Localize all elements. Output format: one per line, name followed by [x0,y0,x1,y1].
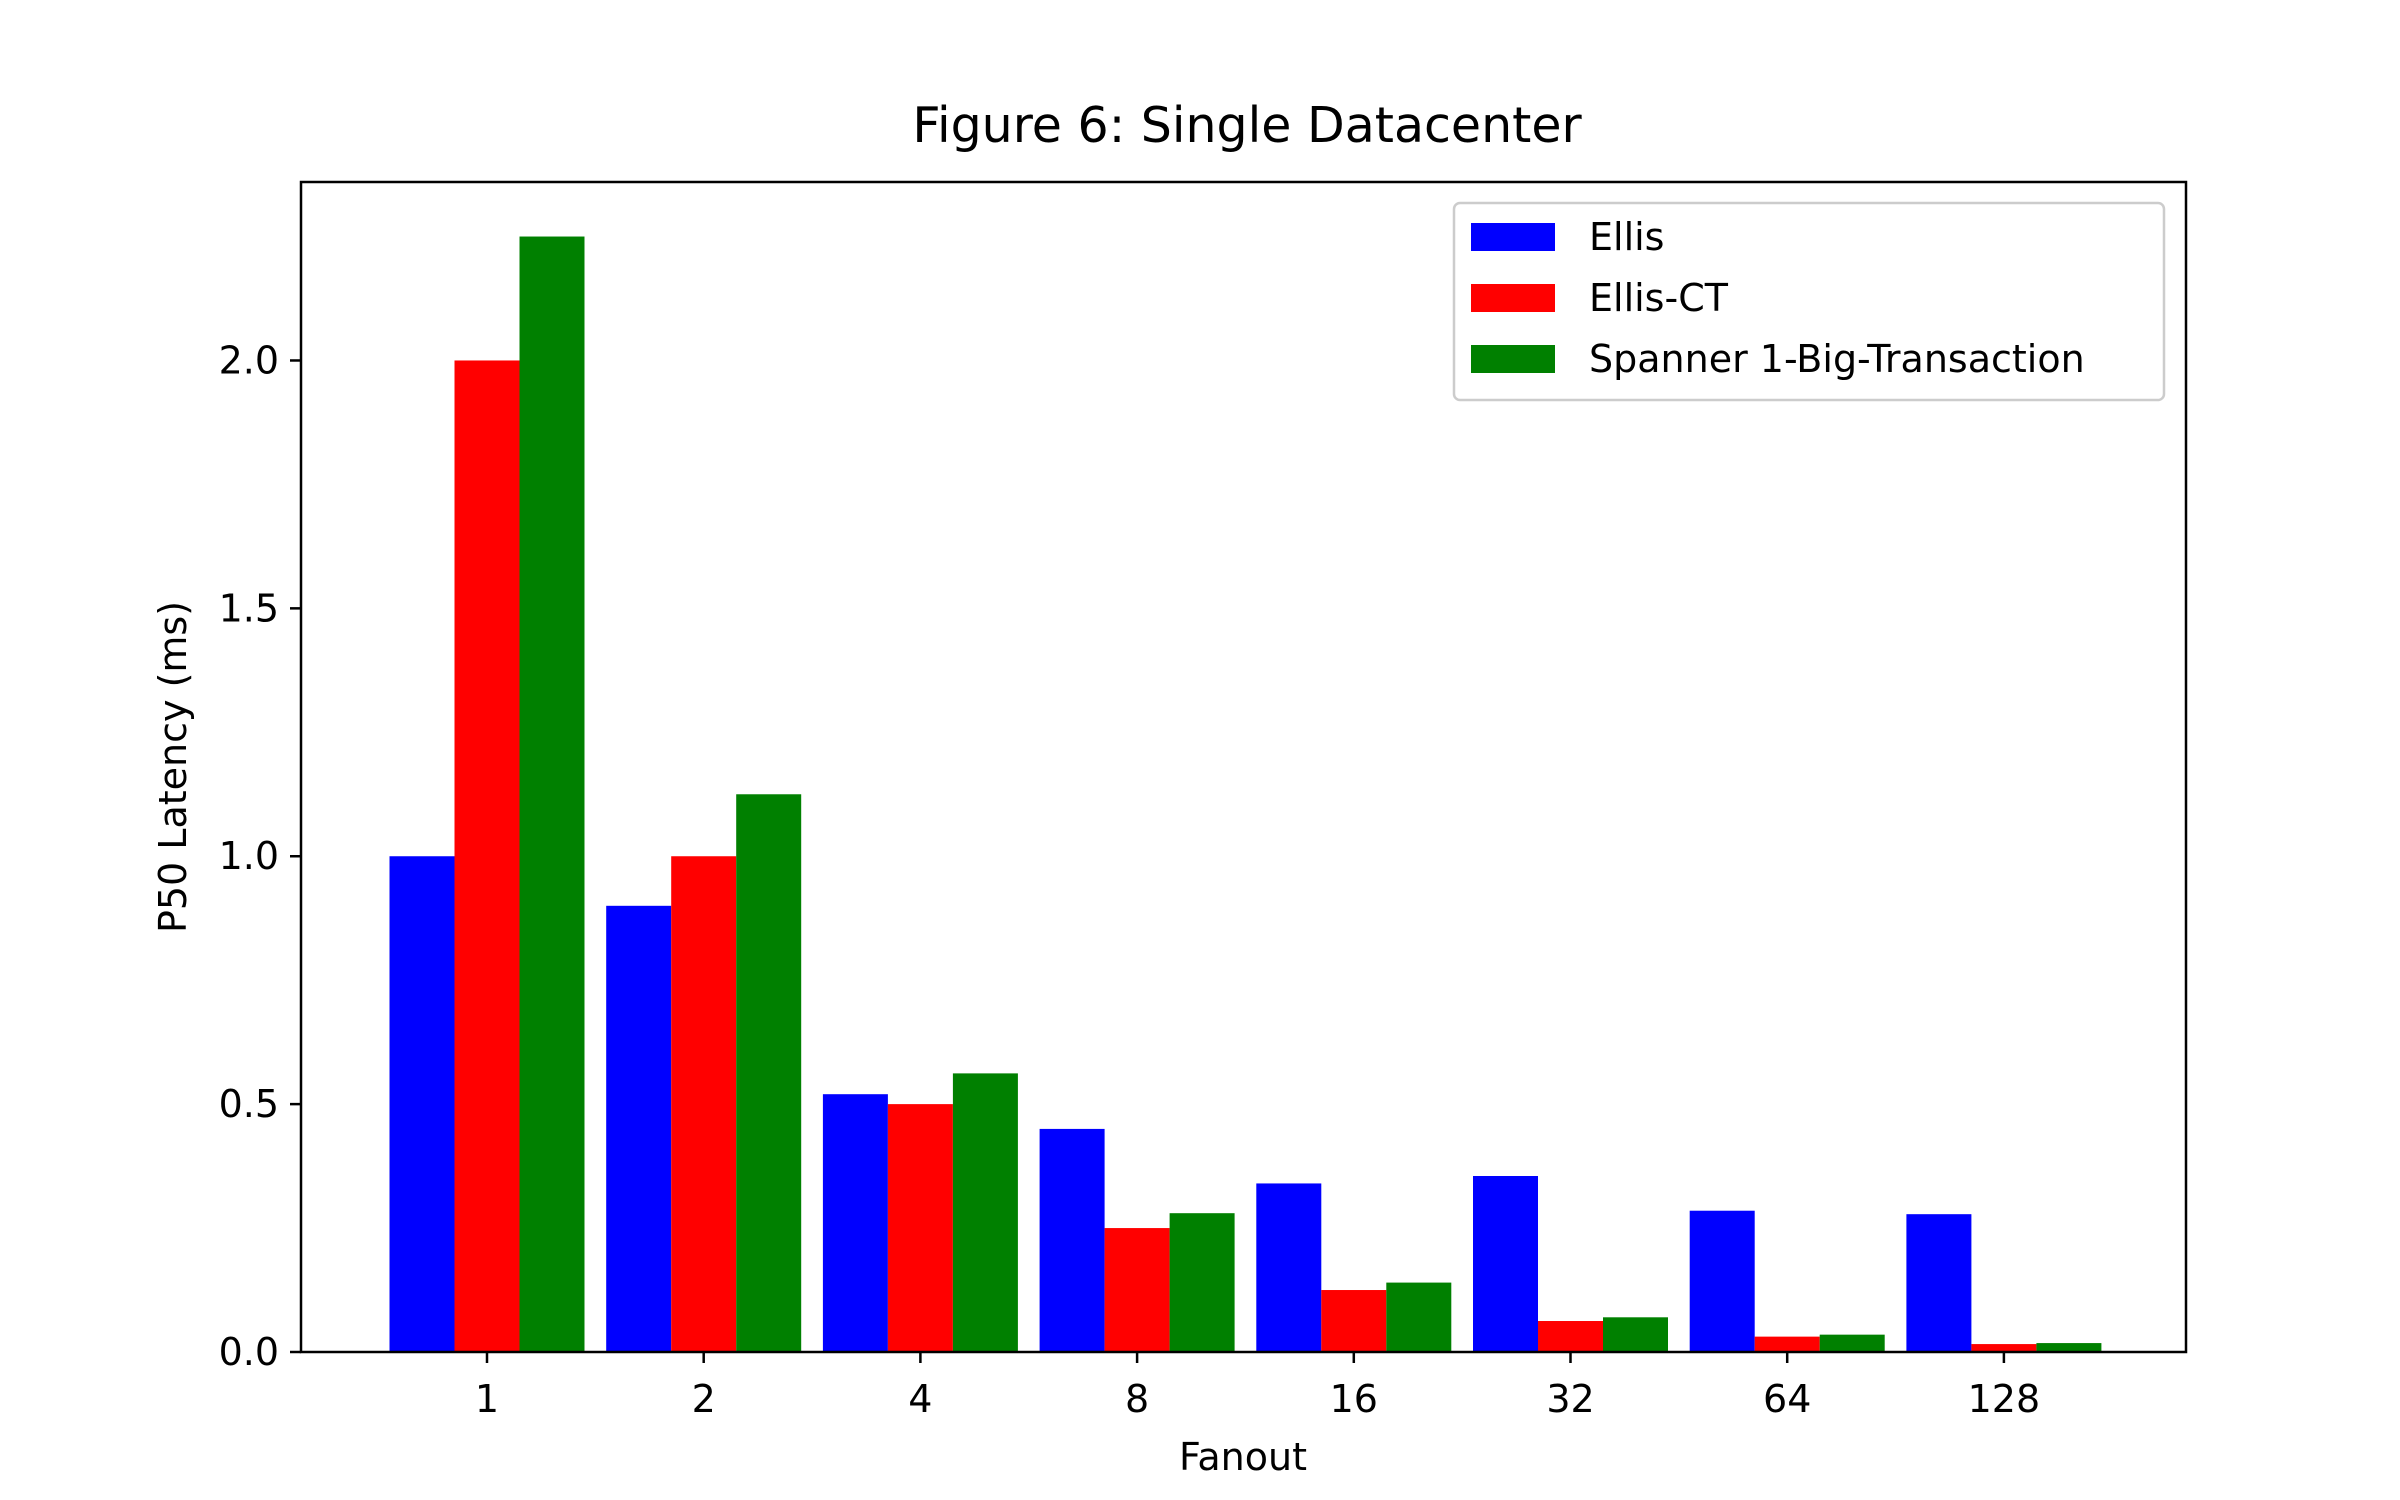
bar-ellis-ct-8 [1104,1228,1170,1352]
bar-ellis-ct-4 [887,1104,953,1352]
bar-spanner-1-big-transaction-16 [1386,1282,1452,1352]
bar-ellis-1 [389,856,455,1352]
bar-spanner-1-big-transaction-1 [519,236,585,1352]
legend: Ellis Ellis-CT Spanner 1-Big-Transaction [1452,201,2166,402]
plot-area-frame [299,180,2188,1354]
legend-label-ellis: Ellis [1589,215,1664,259]
bar-ellis-128 [1906,1214,1972,1352]
y-tick-label: 1.5 [219,586,279,630]
y-tick-label: 0.5 [219,1082,279,1126]
bar-ellis-4 [822,1094,888,1352]
bar-ellis-ct-2 [671,856,737,1352]
legend-swatch-ellis-ct [1471,284,1555,312]
bars-layer [389,236,2102,1353]
bar-spanner-1-big-transaction-8 [1169,1213,1235,1352]
chart-title: Figure 6: Single Datacenter [912,97,1582,154]
y-axis: 0.0 0.5 1.0 1.5 2.0 [219,338,301,1374]
bar-spanner-1-big-transaction-128 [2036,1343,2102,1352]
bar-ellis-ct-64 [1754,1336,1820,1352]
bar-ellis-64 [1689,1210,1755,1352]
legend-label-spanner-1-big-transaction: Spanner 1-Big-Transaction [1589,337,2085,381]
y-tick-label: 2.0 [219,338,279,382]
legend-entries: Ellis Ellis-CT Spanner 1-Big-Transaction [1471,215,2085,381]
bar-spanner-1-big-transaction-64 [1819,1334,1885,1352]
bar-ellis-ct-128 [1971,1344,2037,1352]
y-axis-label: P50 Latency (ms) [151,601,195,933]
x-tick-label: 4 [908,1377,932,1421]
bar-ellis-2 [606,905,672,1352]
legend-frame [1452,201,2166,402]
bar-ellis-ct-32 [1538,1321,1603,1352]
x-tick-label: 32 [1546,1377,1594,1421]
x-tick-label: 8 [1125,1377,1149,1421]
x-tick-label: 64 [1763,1377,1811,1421]
legend-swatch-spanner-1-big-transaction [1471,345,1555,373]
bar-ellis-8 [1039,1128,1105,1352]
x-axis-label: Fanout [1179,1435,1307,1479]
x-tick-label: 1 [475,1377,499,1421]
bar-ellis-ct-1 [454,360,520,1353]
bar-spanner-1-big-transaction-32 [1603,1317,1668,1352]
y-tick-label: 0.0 [219,1330,279,1374]
bar-spanner-1-big-transaction-2 [736,794,802,1352]
legend-label-ellis-ct: Ellis-CT [1589,276,1729,320]
bar-spanner-1-big-transaction-4 [952,1073,1018,1352]
x-axis: 1 2 4 8 16 32 64 128 [475,1352,2040,1421]
bar-ellis-ct-16 [1321,1290,1387,1352]
legend-swatch-ellis [1471,223,1555,251]
bar-ellis-32 [1473,1176,1538,1352]
bar-ellis-16 [1256,1183,1322,1352]
y-tick-label: 1.0 [219,834,279,878]
x-tick-label: 16 [1330,1377,1378,1421]
x-tick-label: 2 [692,1377,716,1421]
x-tick-label: 128 [1968,1377,2041,1421]
